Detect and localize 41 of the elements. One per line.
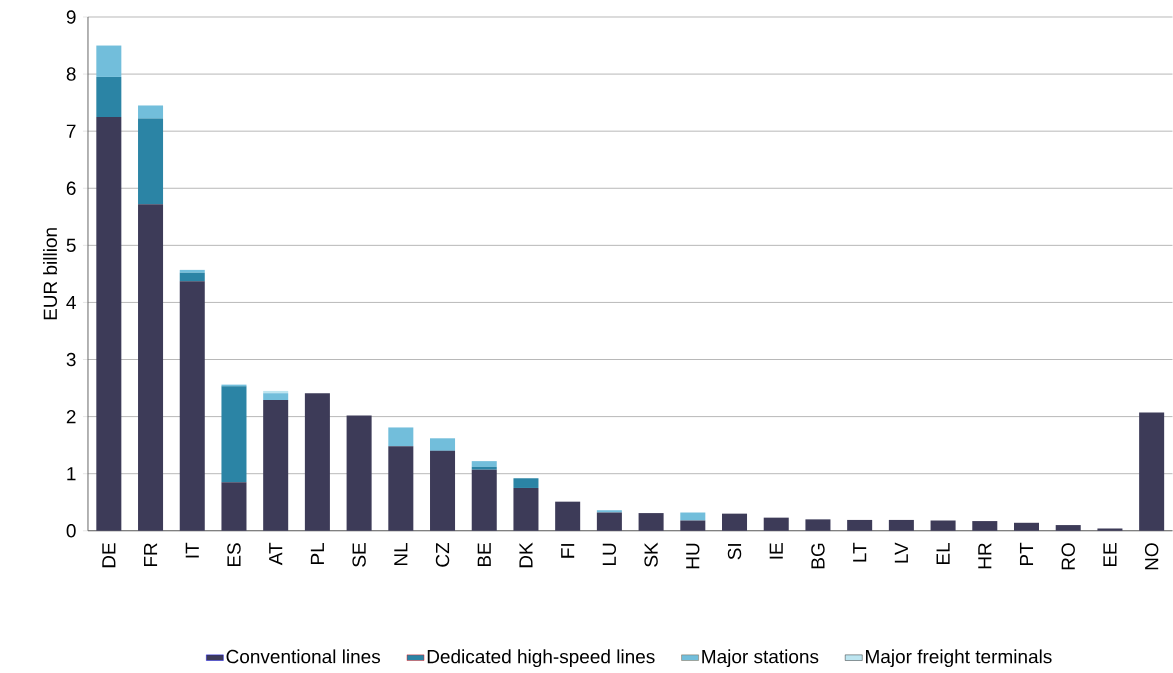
y-tick-label: 6	[66, 181, 76, 196]
x-tick-label: ES	[227, 543, 241, 567]
x-tick-label: CZ	[435, 543, 450, 567]
x-tick-label: LV	[894, 542, 908, 563]
x-tick-label: SE	[352, 543, 366, 567]
legend-label: Conventional lines	[226, 649, 381, 664]
x-tick-label: NO	[1144, 543, 1159, 570]
y-axis-title: EUR billion	[43, 228, 58, 320]
x-tick-label: FR	[144, 543, 158, 567]
x-tick-label: IT	[185, 542, 199, 558]
x-tick-label: EE	[1103, 543, 1117, 567]
legend-label: Dedicated high-speed lines	[427, 649, 655, 668]
y-tick-label: 3	[66, 352, 76, 367]
x-tick-label: DK	[519, 542, 533, 568]
y-tick-label: 1	[67, 467, 76, 481]
x-tick-label: SI	[727, 544, 742, 560]
x-tick-label: SK	[644, 542, 658, 567]
x-tick-label: FI	[561, 544, 575, 558]
x-tick-label: LU	[602, 543, 617, 566]
y-tick-label: 7	[66, 124, 76, 138]
legend-label: Major stations	[702, 649, 819, 668]
x-tick-label: NL	[394, 543, 408, 566]
y-tick-label: 4	[66, 296, 76, 310]
y-tick-label: 8	[66, 67, 76, 81]
x-tick-label: HU	[686, 543, 700, 569]
x-tick-label: BE	[477, 543, 491, 567]
x-tick-label: PT	[1019, 542, 1034, 566]
y-tick-label: 0	[66, 524, 76, 538]
x-tick-label: IE	[769, 543, 783, 559]
x-tick-label: BG	[811, 543, 825, 569]
x-tick-label: EL	[936, 543, 950, 565]
x-tick-label: DE	[102, 543, 116, 568]
x-tick-label: HR	[978, 543, 992, 569]
x-tick-label: AT	[269, 542, 283, 566]
x-tick-label: LT	[853, 542, 867, 562]
y-tick-label: 5	[66, 238, 76, 253]
x-tick-label: PL	[310, 543, 324, 565]
y-tick-label: 2	[66, 410, 76, 424]
legend-label: Major freight terminals	[866, 649, 1052, 668]
y-tick-label: 9	[66, 10, 76, 24]
x-tick-label: RO	[1061, 543, 1075, 570]
